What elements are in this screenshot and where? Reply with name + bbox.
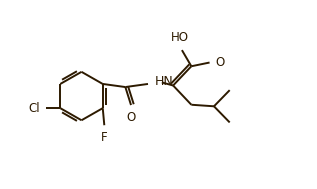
Text: HN: HN xyxy=(155,75,174,88)
Text: O: O xyxy=(215,56,224,69)
Text: O: O xyxy=(126,111,136,124)
Text: Cl: Cl xyxy=(29,102,41,115)
Text: HO: HO xyxy=(171,31,189,44)
Text: F: F xyxy=(101,131,108,144)
